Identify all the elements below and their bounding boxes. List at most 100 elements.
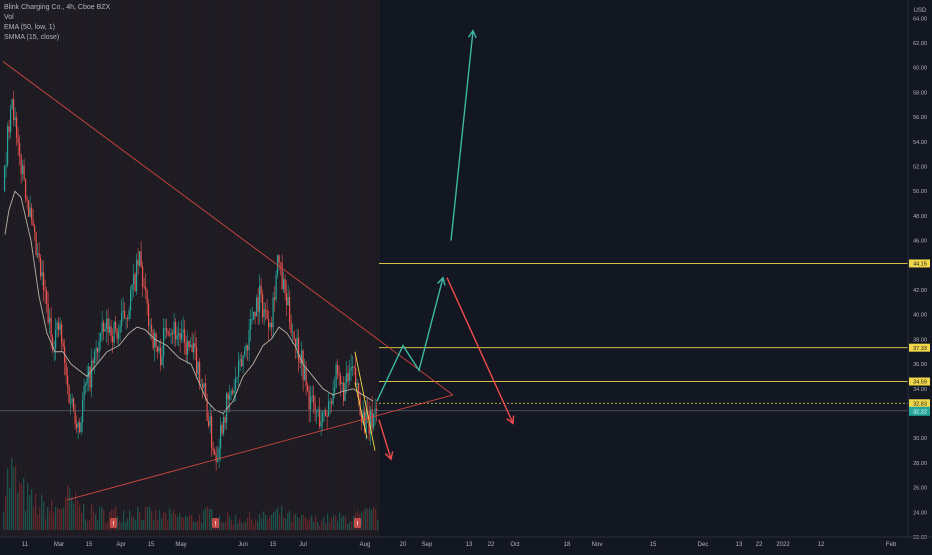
volume-bar — [9, 487, 11, 530]
candle-body — [179, 333, 181, 340]
session-stripe — [273, 0, 275, 537]
chart-legend: Blink Charging Co., 4h, Cboe BZX Vol EMA… — [4, 3, 110, 43]
candle-body — [328, 401, 330, 417]
event-marker-glyph: ! — [215, 521, 217, 528]
candle-body — [320, 421, 322, 427]
volume-bar — [125, 522, 127, 530]
candle-body — [343, 382, 345, 402]
volume-bar — [77, 500, 79, 530]
candle-body — [143, 286, 145, 288]
session-stripe — [117, 0, 119, 537]
volume-bar — [7, 468, 9, 530]
session-stripe — [330, 0, 332, 537]
candle-body — [85, 383, 87, 386]
volume-bar — [43, 501, 45, 530]
volume-bar — [191, 515, 193, 530]
candle-body — [20, 154, 22, 174]
session-stripe — [24, 0, 26, 537]
volume-bar — [13, 467, 15, 530]
volume-bar — [61, 508, 63, 530]
volume-bar — [23, 477, 25, 530]
volume-bar — [279, 514, 281, 530]
candle-body — [131, 284, 133, 290]
candle-body — [67, 375, 69, 387]
session-stripe — [267, 0, 269, 537]
volume-bar — [361, 511, 363, 530]
volume-bar — [39, 507, 41, 530]
candle-body — [86, 377, 88, 384]
volume-bar — [29, 495, 31, 530]
projection-arrow-up — [376, 276, 446, 402]
time-tick-label: 11 — [22, 542, 29, 548]
candle-body — [122, 310, 124, 313]
price-tick-label: 30.00 — [913, 436, 927, 442]
volume-bar — [337, 520, 339, 530]
session-stripe — [90, 0, 92, 537]
volume-bar — [317, 521, 319, 530]
time-tick-label: Nov — [592, 542, 603, 548]
candle-body — [161, 356, 163, 366]
wedge-line — [354, 351, 376, 451]
price-tick-label: 48.00 — [913, 214, 927, 220]
session-stripe — [84, 0, 86, 537]
session-stripe — [93, 0, 95, 537]
candle-body — [185, 342, 187, 355]
volume-bar — [131, 516, 133, 530]
event-marker-glyph: ! — [113, 521, 115, 528]
current-price-tag-text: 32.22 — [913, 409, 927, 415]
volume-bar — [265, 514, 267, 530]
candle-body — [7, 126, 9, 165]
session-stripe — [39, 0, 41, 537]
time-tick-label: 15 — [270, 542, 277, 548]
volume-bar — [291, 521, 293, 530]
candle-body — [233, 389, 235, 394]
time-tick-label: Jul — [299, 542, 307, 548]
session-stripe — [312, 0, 314, 537]
volume-bar — [209, 509, 211, 530]
candle-body — [200, 384, 202, 385]
session-stripe — [36, 0, 38, 537]
candle-body — [65, 362, 67, 376]
session-stripe — [180, 0, 182, 537]
trendline — [2, 61, 454, 396]
volume-bar — [331, 517, 333, 530]
session-stripe — [315, 0, 317, 537]
volume-bar — [241, 522, 243, 530]
candle-body — [139, 251, 141, 266]
candle-body — [205, 383, 207, 400]
candle-body — [349, 371, 351, 381]
session-stripe — [297, 0, 299, 537]
candle-body — [49, 317, 51, 323]
session-stripe — [150, 0, 152, 537]
candle-body — [278, 255, 280, 263]
candle-body — [217, 458, 219, 462]
candle-body — [215, 455, 217, 462]
candle-body — [140, 251, 142, 267]
volume-bar — [329, 523, 331, 530]
session-stripe — [174, 0, 176, 537]
volume-bar — [189, 514, 191, 530]
volume-bar — [71, 497, 73, 530]
candle-body — [17, 137, 19, 144]
volume-bar — [283, 517, 285, 530]
session-stripe — [57, 0, 59, 537]
candle-body — [338, 373, 340, 377]
volume-bar — [47, 507, 49, 530]
volume-bar — [149, 506, 151, 530]
candle-body — [313, 395, 315, 404]
session-stripe — [87, 0, 89, 537]
candle-body — [250, 319, 252, 330]
session-stripe — [114, 0, 116, 537]
candle-body — [76, 424, 78, 428]
candle-body — [193, 343, 195, 353]
dotted-level-tag: 32.83 — [909, 399, 930, 407]
volume-bar — [173, 509, 175, 530]
session-stripe — [339, 0, 341, 537]
candle-body — [79, 422, 81, 432]
volume-bar — [83, 503, 85, 530]
volume-bar — [201, 522, 203, 530]
candle-body — [251, 319, 253, 321]
volume-bar — [15, 465, 17, 530]
